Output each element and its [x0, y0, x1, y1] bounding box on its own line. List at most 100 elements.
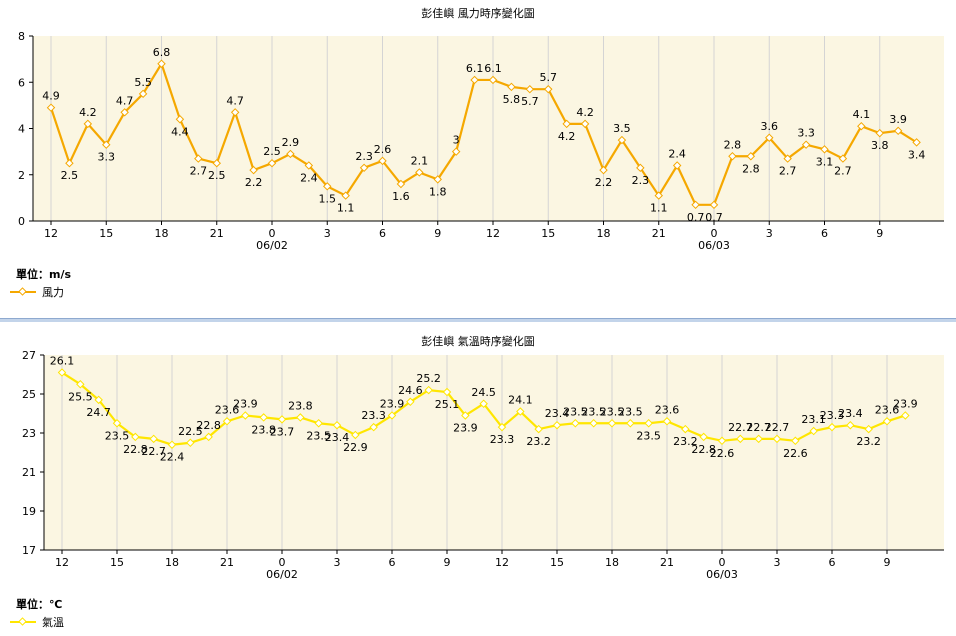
x-tick-label: 0 [719, 556, 726, 569]
data-point [662, 417, 672, 426]
data-label: 2.3 [632, 174, 650, 187]
data-label: 24.1 [508, 394, 533, 407]
data-label: 4.2 [558, 130, 576, 143]
data-label: 23.5 [563, 405, 588, 418]
series-line [49, 61, 918, 206]
data-label: 24.7 [86, 406, 111, 419]
data-point [571, 419, 580, 428]
data-point [46, 103, 56, 112]
wind-chart: 12 15 18 21 0 3 6 9 12 15 18 21 0 3 6 906/02 06/03024684… [18, 30, 944, 252]
data-label: 24.6 [398, 384, 423, 397]
data-label: 6.1 [466, 62, 484, 75]
data-label: 2.5 [263, 145, 281, 158]
data-point [772, 434, 782, 444]
data-point [461, 411, 470, 420]
data-label: 5.8 [503, 93, 521, 106]
data-point [699, 432, 708, 442]
data-label: 2.2 [245, 176, 263, 189]
x-tick-label: 18 [605, 556, 619, 569]
data-point [488, 75, 498, 85]
data-label: 22.9 [343, 441, 368, 454]
data-label: 2.2 [595, 176, 613, 189]
data-point [589, 419, 598, 428]
data-point [259, 413, 268, 422]
data-label: 23.3 [490, 433, 515, 446]
data-point [112, 419, 122, 428]
data-label: 2.7 [834, 165, 852, 178]
data-label: 2.8 [724, 138, 742, 151]
data-point [204, 432, 213, 442]
data-label: 22.4 [160, 451, 185, 464]
x-tick-label: 6 [829, 556, 836, 569]
data-label: 23.4 [325, 431, 350, 444]
data-point [534, 424, 543, 434]
data-label: 22.5 [178, 425, 203, 438]
data-point [241, 411, 250, 420]
data-label: 2.3 [355, 150, 373, 163]
data-point [901, 411, 910, 420]
data-label: 23.5 [105, 429, 130, 442]
data-label: 0.7 [687, 211, 705, 224]
x-tick-label: 9 [444, 556, 451, 569]
x-tick-label: 9 [876, 227, 883, 240]
y-tick-label: 4 [18, 123, 25, 136]
date-label: 06/03 [706, 568, 738, 581]
data-point [304, 161, 314, 170]
x-tick-label: 21 [652, 227, 666, 240]
data-label: 23.9 [233, 397, 258, 410]
data-label: 23.5 [636, 429, 661, 442]
data-label: 3 [453, 134, 460, 147]
data-point [378, 156, 387, 166]
data-label: 2.7 [779, 165, 797, 178]
x-tick-label: 15 [541, 227, 555, 240]
legend-label: 風力 [42, 286, 64, 299]
data-label: 23.6 [875, 403, 900, 416]
x-tick-label: 0 [279, 556, 286, 569]
data-point [415, 168, 424, 177]
data-label: 23.8 [251, 423, 276, 436]
data-label: 3.8 [871, 139, 889, 152]
plot-area [44, 355, 944, 550]
data-point [94, 395, 103, 405]
data-point [102, 140, 111, 149]
data-point [157, 59, 166, 68]
data-point [636, 163, 645, 173]
x-tick-label: 12 [55, 556, 69, 569]
data-label: 23.8 [288, 399, 313, 412]
data-point [277, 415, 287, 424]
data-label: 23.7 [270, 425, 295, 438]
data-point [516, 407, 525, 416]
data-point [186, 438, 195, 447]
data-point [617, 135, 627, 145]
data-point [599, 165, 608, 175]
data-label: 23.4 [838, 407, 863, 420]
y-tick-label: 8 [18, 30, 25, 43]
data-point [83, 119, 93, 129]
unit-label: 單位：℃ [16, 598, 63, 611]
data-label: 23.9 [380, 397, 405, 410]
data-point [351, 430, 360, 440]
data-point [149, 434, 158, 444]
x-tick-label: 21 [660, 556, 674, 569]
data-label: 23.9 [893, 397, 918, 410]
data-label: 25.5 [68, 390, 93, 403]
temperature-chart: 12 15 18 21 0 3 6 9 12 15 18 21 0 3 6 9 06/02 06/03 17 19 21… [22, 349, 944, 581]
data-point [809, 426, 818, 436]
data-point [212, 158, 221, 168]
data-point [332, 420, 342, 430]
data-point [424, 385, 433, 395]
data-point [249, 165, 258, 175]
x-tick-label: 3 [324, 227, 331, 240]
data-point [820, 145, 829, 154]
data-label: 3.1 [816, 155, 834, 168]
legend-line-marker [10, 287, 36, 296]
data-point [783, 154, 792, 163]
data-point [544, 84, 553, 94]
x-tick-label: 12 [44, 227, 58, 240]
data-label: 22.6 [783, 447, 808, 460]
data-label: 5.7 [540, 71, 558, 84]
data-label: 2.5 [208, 169, 226, 182]
data-label: 22.7 [746, 421, 771, 434]
chart-title: 彭佳嶼 氣溫時序變化圖 [421, 335, 535, 348]
temperature-chart-panel: 彭佳嶼 氣溫時序變化圖 12 15 18 21 0 3 6 9 12 15 18 21 0 3 6 9 06/0… [0, 322, 956, 636]
